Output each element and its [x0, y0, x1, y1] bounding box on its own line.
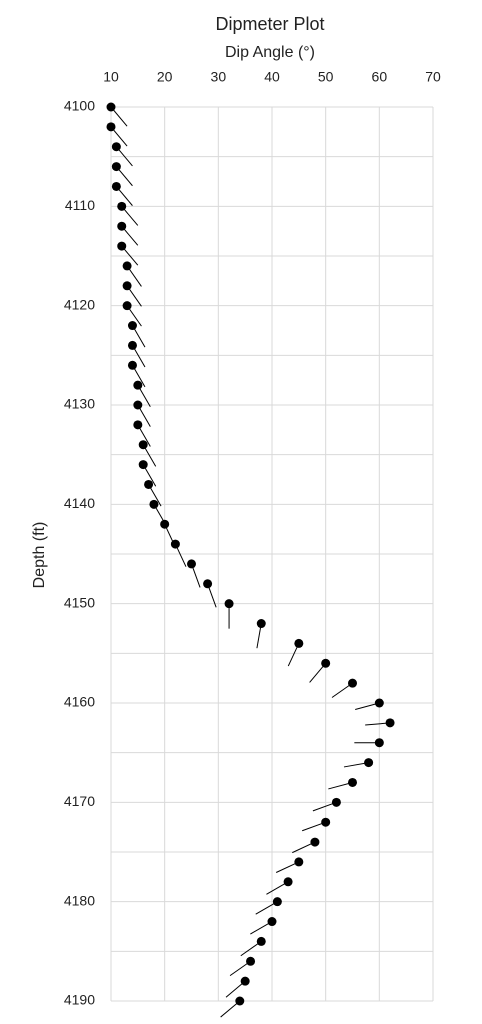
- x-tick-label: 40: [264, 69, 280, 85]
- tadpole-head: [106, 102, 116, 112]
- x-tick-label: 60: [372, 69, 388, 85]
- tadpole-head: [294, 857, 304, 867]
- tadpole-head: [321, 658, 331, 668]
- tadpole-head: [187, 559, 196, 569]
- y-tick-label: 4190: [64, 992, 95, 1008]
- tadpole-head: [133, 400, 143, 410]
- tadpole-head: [267, 917, 277, 927]
- tadpole-head: [246, 956, 256, 966]
- tadpole-head: [331, 797, 341, 807]
- tadpole-head: [127, 321, 137, 331]
- tadpole-head: [149, 499, 159, 509]
- y-tick-label: 4160: [64, 694, 95, 710]
- y-tick-label: 4170: [64, 793, 95, 809]
- tadpole-head: [106, 122, 116, 132]
- tadpole-head: [348, 777, 357, 787]
- tadpole-head: [111, 162, 121, 172]
- tadpole-head: [364, 758, 374, 768]
- y-tick-label: 4110: [65, 197, 95, 213]
- tadpole-head: [385, 718, 395, 728]
- tadpole-head: [117, 241, 127, 251]
- tadpole-head: [138, 440, 148, 450]
- x-tick-label: 30: [211, 69, 227, 85]
- y-tick-label: 4180: [64, 892, 95, 908]
- y-tick-label: 4130: [64, 396, 95, 412]
- tadpole-head: [348, 678, 357, 688]
- tadpole-head: [256, 619, 266, 629]
- tadpole-head: [127, 360, 137, 370]
- tadpole-head: [224, 599, 234, 609]
- tadpole-head: [310, 837, 320, 847]
- tadpole-head: [240, 976, 250, 986]
- tadpole-head: [170, 539, 180, 549]
- y-tick-label: 4150: [64, 594, 95, 610]
- tadpole-head: [235, 996, 245, 1006]
- tadpole-head: [138, 460, 148, 470]
- tadpole-head: [374, 698, 384, 708]
- tadpole-head: [160, 519, 170, 529]
- tadpole-head: [203, 579, 213, 589]
- tadpole-head: [127, 340, 137, 350]
- x-tick-label: 10: [103, 69, 119, 85]
- y-tick-label: 4120: [64, 296, 95, 312]
- tadpole-head: [122, 281, 132, 291]
- tadpole-head: [283, 877, 293, 887]
- y-tick-label: 4140: [64, 495, 95, 511]
- tadpole-head: [122, 261, 132, 271]
- y-tick-label: 4100: [64, 98, 95, 114]
- x-tick-label: 20: [157, 69, 173, 85]
- tadpole-head: [117, 221, 127, 231]
- x-tick-label: 50: [318, 69, 334, 85]
- tadpole-head: [122, 301, 132, 311]
- x-tick-label: 70: [425, 69, 441, 85]
- tadpole-head: [111, 181, 121, 191]
- tadpole-head: [374, 738, 384, 748]
- x-axis-label: Dip Angle (°): [225, 44, 315, 61]
- tadpole-head: [294, 638, 304, 648]
- chart-title: Dipmeter Plot: [215, 14, 324, 34]
- y-axis-label: Depth (ft): [31, 522, 48, 589]
- tadpole-head: [111, 142, 121, 152]
- tadpole-head: [133, 380, 143, 390]
- tadpole-head: [321, 817, 331, 827]
- tadpole-head: [256, 936, 266, 946]
- tadpole-head: [133, 420, 143, 430]
- tadpole-head: [272, 897, 282, 907]
- tadpole-head: [144, 479, 154, 489]
- tadpole-head: [117, 201, 127, 211]
